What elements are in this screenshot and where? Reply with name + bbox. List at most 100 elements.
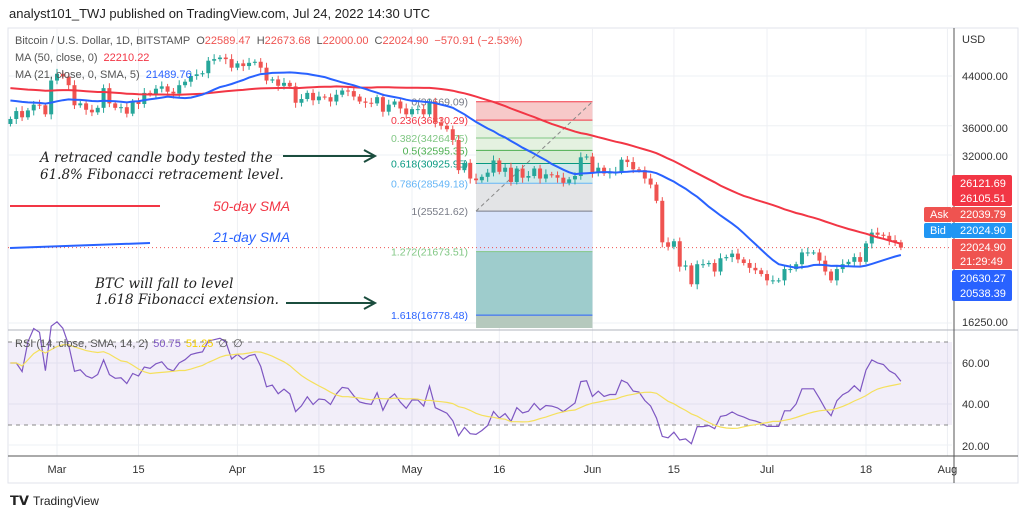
annotation-retrace: A retraced candle body tested the: [38, 150, 273, 166]
candle: [491, 160, 496, 173]
candle: [468, 162, 473, 179]
fib-level-label: 0.236(36830.29): [391, 115, 468, 127]
candle: [811, 252, 816, 254]
time-tick: Mar: [48, 464, 67, 476]
tradingview-logo[interactable]: 𝗧𝗩 TradingView: [10, 493, 99, 509]
candle: [130, 101, 135, 114]
candle: [55, 73, 59, 81]
candle: [485, 172, 490, 177]
fib-level-label: 0(39669.09): [411, 97, 468, 109]
candle: [514, 168, 519, 182]
candle: [60, 73, 65, 77]
candle: [386, 104, 391, 112]
candle: [590, 156, 595, 173]
fib-level-label: 1.618(16778.48): [391, 310, 468, 322]
candle: [497, 160, 502, 172]
arrow-icon: [283, 149, 378, 163]
time-tick: 15: [132, 464, 144, 476]
candle: [113, 103, 118, 108]
candle: [8, 118, 13, 124]
annotation-retrace-2: 61.8% Fibonacci retracement level.: [40, 167, 284, 183]
candle: [43, 105, 48, 115]
ask-value: 22039.79: [960, 209, 1006, 221]
candle: [538, 168, 543, 179]
candle: [829, 271, 834, 281]
candle: [258, 61, 263, 68]
fib-zone: [476, 315, 593, 328]
candle: [724, 257, 729, 259]
candle: [410, 109, 415, 115]
fib-level-label: 1.272(21673.51): [391, 247, 468, 259]
candle: [171, 91, 176, 94]
candle: [183, 81, 188, 86]
annotation-extension-2: 1.618 Fibonacci extension.: [95, 292, 279, 308]
ma21-badge-value: 20538.39: [960, 288, 1006, 300]
candle: [194, 74, 199, 76]
rsi-line: [10, 320, 902, 445]
candle: [31, 104, 36, 111]
bid-label: Bid: [930, 225, 946, 237]
candle: [369, 102, 374, 104]
time-tick: Apr: [229, 464, 246, 476]
candle: [852, 257, 857, 262]
candle: [834, 269, 839, 281]
candle: [433, 101, 438, 123]
candle: [334, 94, 339, 102]
time-axis[interactable]: Mar 15 Apr 15 May 16 Jun 15 Jul 18 Aug: [48, 464, 958, 476]
fib-level-label: 0.618(30925.95): [391, 158, 468, 170]
annotation-extension: BTC will fall to level: [94, 276, 233, 292]
candle: [380, 97, 385, 112]
ma-badges: [952, 270, 1012, 301]
fibonacci-tool[interactable]: 0(39669.09) 0.236(36830.29) 0.382(34264.75…: [391, 97, 593, 328]
candle: [14, 111, 19, 119]
candle: [858, 257, 863, 262]
candle: [578, 157, 583, 176]
tradingview-logo-icon: 𝗧𝗩: [10, 493, 29, 508]
ask-label: Ask: [930, 209, 949, 221]
time-tick: 18: [860, 464, 872, 476]
candle: [153, 88, 158, 95]
candle: [625, 159, 630, 163]
candle: [229, 59, 234, 68]
sma50-label: 50-day SMA: [213, 198, 290, 214]
candle: [299, 99, 304, 103]
candle: [503, 167, 508, 172]
candle: [398, 101, 403, 109]
candle: [881, 234, 886, 236]
ask-badge: [952, 207, 1012, 222]
candle: [508, 167, 513, 182]
candle: [869, 232, 874, 244]
candle: [770, 280, 775, 282]
candle: [642, 170, 647, 179]
candle: [701, 264, 706, 266]
candle: [72, 85, 77, 106]
candle: [217, 57, 222, 60]
rsi-tick: 60.00: [962, 358, 990, 370]
candle: [846, 261, 851, 265]
chart-frame: [7, 27, 1019, 484]
fib-trend-line: [475, 101, 593, 212]
candle: [78, 103, 83, 106]
ma21-line: [10, 71, 902, 269]
candle: [741, 259, 746, 264]
candle: [20, 111, 25, 118]
fib-level-label: 0.382(34264.75): [391, 133, 468, 145]
candle: [456, 139, 461, 171]
candle: [159, 86, 164, 89]
fib-zone: [476, 211, 593, 252]
time-tick: Jul: [760, 464, 774, 476]
candle: [765, 274, 770, 281]
candle: [287, 82, 292, 87]
candle: [561, 177, 566, 183]
bid-badge: [952, 223, 1012, 238]
legend-ma50: MA (50, close, 0) 22210.22: [15, 52, 149, 64]
price-tick: 44000.00: [962, 71, 1008, 83]
badge-value: 26105.51: [960, 193, 1006, 205]
candle: [351, 91, 356, 97]
candle: [212, 59, 217, 61]
candle: [49, 80, 54, 115]
candle: [805, 252, 810, 254]
candle: [84, 103, 89, 110]
candle: [898, 242, 903, 248]
